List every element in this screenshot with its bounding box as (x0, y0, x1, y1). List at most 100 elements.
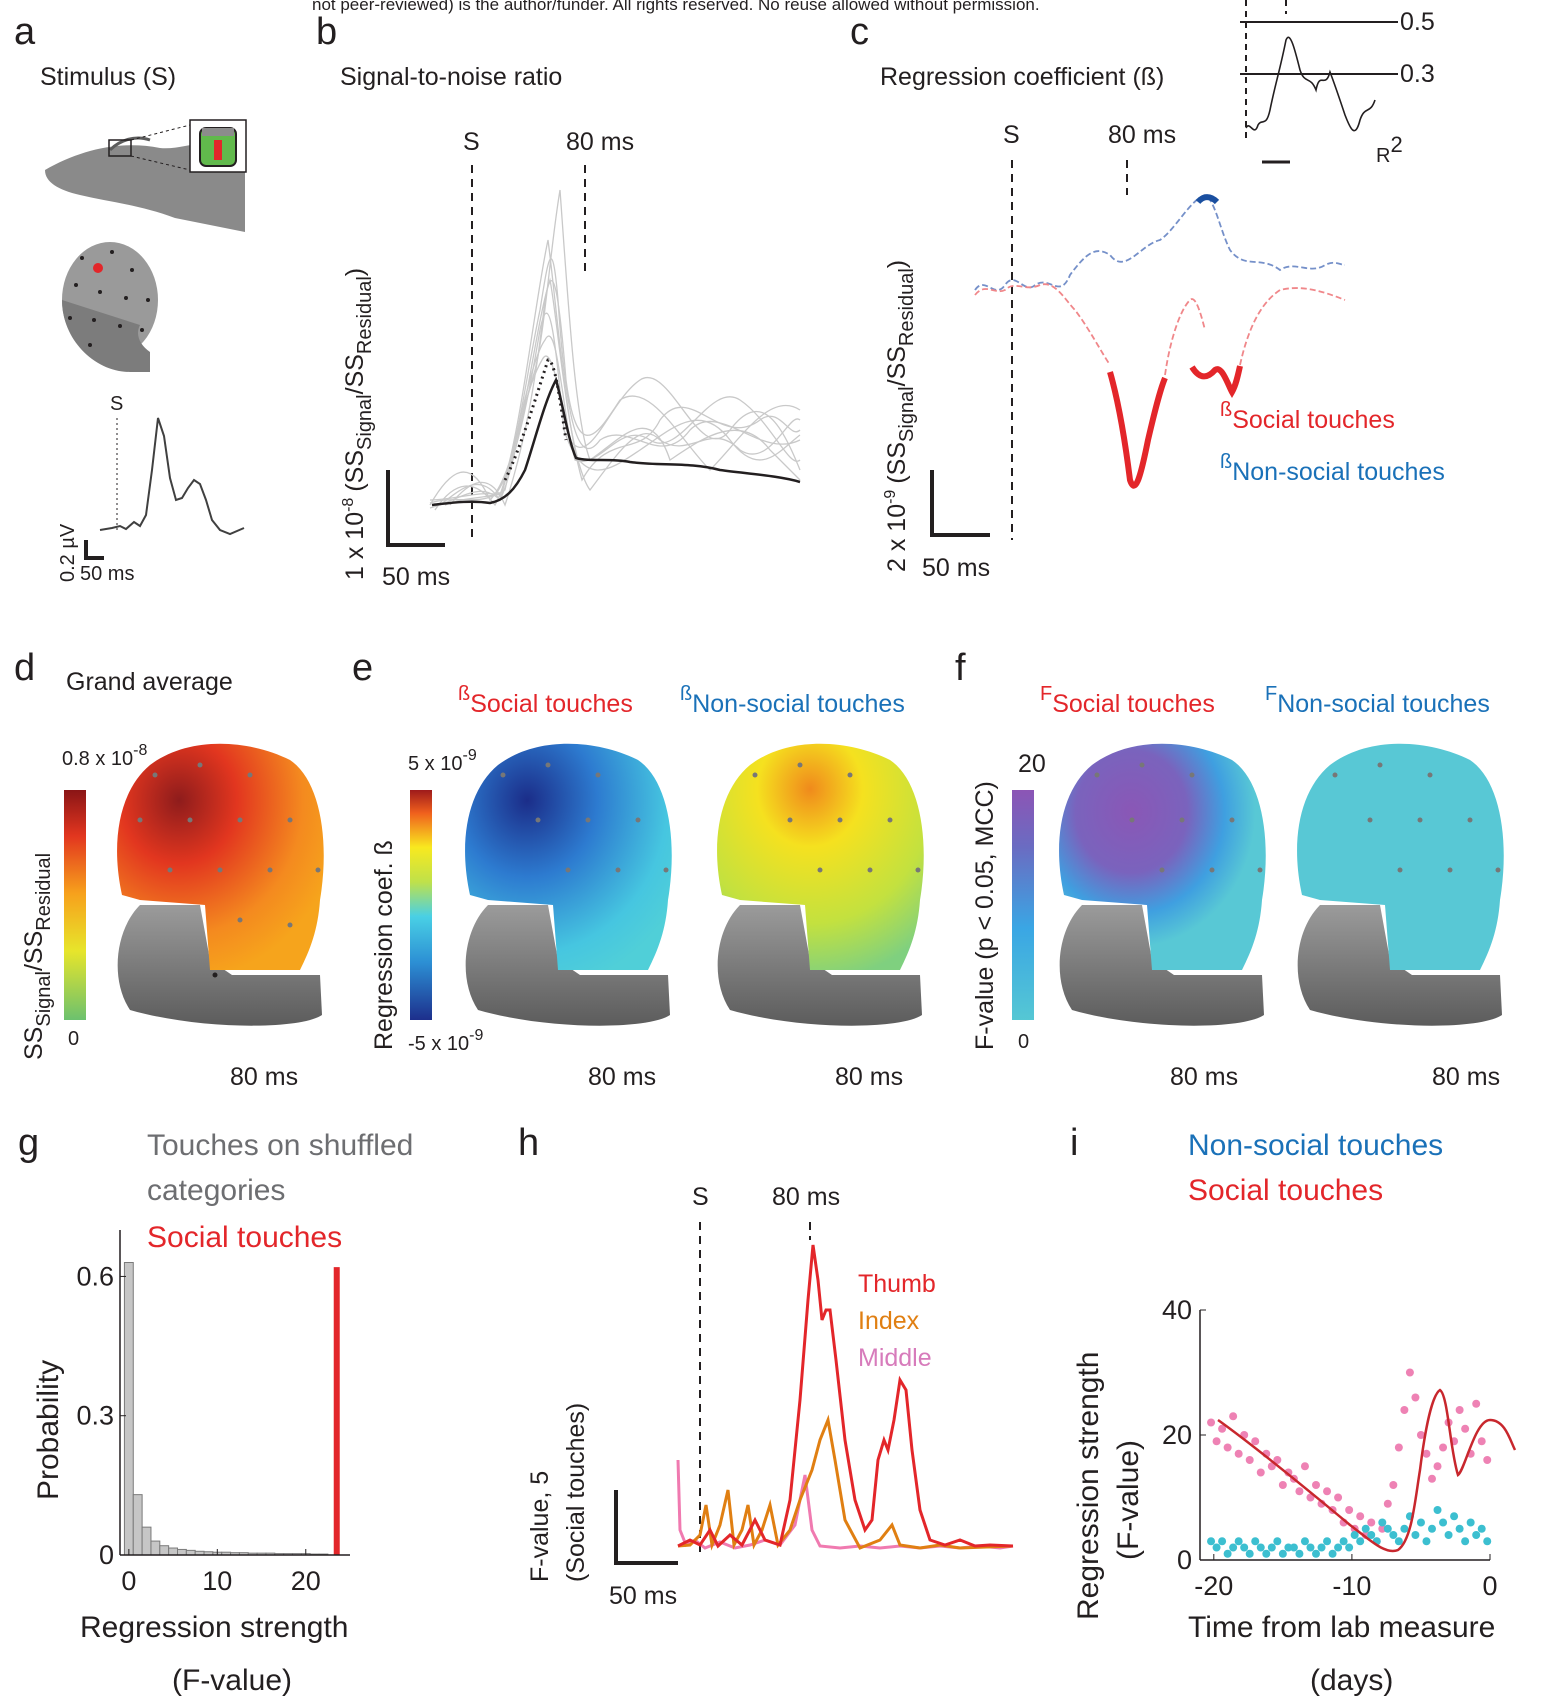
panel-d-cbar-min: 0 (68, 1028, 79, 1050)
nonsocial-point (1267, 1543, 1276, 1552)
nonsocial-point (1212, 1543, 1221, 1552)
social-point (1405, 1368, 1414, 1377)
social-point (1218, 1424, 1227, 1433)
panel-a-title: Stimulus (S) (40, 63, 176, 91)
panel-h: h S 80 ms 50 ms F-value, 5 (Social touch… (518, 1122, 1014, 1610)
panel-c-social-trace (974, 283, 1346, 376)
panel-a-scale-y: 0.2 µV (57, 523, 79, 582)
social-point (1378, 1524, 1387, 1533)
panel-f: f FSocial touches FNon-social touches 20… (955, 647, 1504, 1091)
social-point (1229, 1412, 1238, 1421)
panel-h-legend-middle: Middle (858, 1344, 932, 1372)
social-point (1422, 1449, 1431, 1458)
panel-letter-a: a (14, 11, 36, 53)
nonsocial-point (1444, 1531, 1453, 1539)
social-point (1455, 1406, 1464, 1414)
nonsocial-point (1356, 1537, 1365, 1546)
panel-b-single-traces (429, 189, 801, 511)
panel-b: b Signal-to-noise ratio S 80 ms 50 ms 1 … (316, 11, 801, 591)
nonsocial-point (1411, 1531, 1420, 1539)
panel-e-social: ßSocial touches (458, 683, 633, 718)
y-tick-label: 40 (1162, 1295, 1192, 1325)
panel-h-legend-index: Index (858, 1307, 920, 1335)
panel-e-head-nonsocial (717, 743, 924, 1026)
social-point (1234, 1449, 1243, 1458)
nonsocial-point (1323, 1537, 1332, 1546)
panel-g-xlabel-2: (F-value) (172, 1664, 292, 1697)
panel-i-xlabel-2: (days) (1310, 1664, 1393, 1697)
histogram-bar (132, 1494, 143, 1556)
nonsocial-point (1439, 1518, 1448, 1527)
y-tick-label: 0.6 (76, 1261, 114, 1291)
social-point (1483, 1456, 1492, 1464)
panel-c-inset-value-1: 0.5 (1400, 8, 1435, 36)
panel-c-inset-label: R2 (1376, 132, 1403, 167)
y-tick-label: 0 (1177, 1545, 1192, 1575)
nonsocial-point (1361, 1524, 1370, 1533)
x-tick-label: 0 (1482, 1571, 1497, 1601)
panel-g-ylabel: Probability (32, 1360, 65, 1500)
panel-e: e ßSocial touches ßNon-social touches 5 … (352, 647, 924, 1091)
panel-b-title: Signal-to-noise ratio (340, 63, 562, 91)
hand-illustration (45, 119, 247, 232)
social-point (1345, 1506, 1354, 1514)
nonsocial-point (1317, 1543, 1326, 1552)
nonsocial-point (1251, 1537, 1260, 1546)
histogram-bar (177, 1548, 187, 1556)
panel-h-ylabel-2: (Social touches) (562, 1403, 590, 1582)
nonsocial-point (1394, 1537, 1403, 1546)
panel-i-social-fit-line (1217, 1388, 1517, 1553)
x-tick-label: 10 (202, 1566, 232, 1596)
panel-i-chart: -20 -10 0 0 20 40 (1162, 1295, 1498, 1601)
social-point (1367, 1518, 1376, 1527)
nonsocial-point (1455, 1524, 1464, 1533)
panel-a-scale-x: 50 ms (80, 563, 134, 585)
nonsocial-point (1477, 1524, 1486, 1533)
nonsocial-point (1416, 1518, 1425, 1527)
panel-b-dotted-trace (503, 358, 568, 481)
social-point (1300, 1462, 1309, 1471)
panel-i-ylabel-1: Regression strength (1072, 1352, 1105, 1620)
social-point (1212, 1437, 1221, 1446)
histogram-bar (150, 1540, 161, 1556)
panel-e-cbar-max: 5 x 10-9 (408, 747, 477, 775)
nonsocial-point (1345, 1543, 1354, 1552)
social-point (1394, 1443, 1403, 1452)
nonsocial-point (1306, 1543, 1315, 1552)
social-point (1389, 1481, 1398, 1489)
x-tick-label: -10 (1332, 1571, 1371, 1601)
nonsocial-point (1240, 1543, 1249, 1552)
social-point (1207, 1418, 1216, 1427)
social-point (1461, 1424, 1470, 1433)
panel-d-head (117, 743, 324, 1026)
panel-h-ylabel-1: F-value, 5 (526, 1471, 554, 1582)
social-point (1256, 1468, 1265, 1477)
nonsocial-point (1334, 1543, 1343, 1552)
panel-c-ms-marker: 80 ms (1108, 121, 1176, 149)
panel-i-ylabel-2: (F-value) (1112, 1440, 1145, 1560)
panel-i-legend-social: Social touches (1188, 1174, 1383, 1207)
nonsocial-point (1223, 1549, 1232, 1558)
panel-g-xlabel-1: Regression strength (80, 1611, 348, 1644)
panel-d: d Grand average 0.8 x 10-8 0 SSSignal/SS… (14, 647, 324, 1091)
panel-letter-f: f (955, 647, 966, 689)
panel-g: g Touches on shuffled categories Social … (18, 1122, 413, 1697)
social-point (1245, 1456, 1254, 1464)
panel-e-cbar-label: Regression coef. ß (370, 840, 398, 1050)
panel-d-time: 80 ms (230, 1063, 298, 1091)
panel-letter-e: e (352, 647, 373, 689)
panel-a: a Stimulus (S) S 50 ms (14, 11, 247, 585)
panel-f-time-left: 80 ms (1170, 1063, 1238, 1091)
panel-c-nonsocial-sig (1195, 194, 1220, 205)
panel-f-social: FSocial touches (1040, 683, 1215, 718)
nonsocial-point (1483, 1537, 1492, 1546)
panel-d-cbar-max: 0.8 x 10-8 (62, 742, 148, 770)
nonsocial-point (1312, 1549, 1320, 1558)
nonsocial-point (1422, 1537, 1431, 1546)
nonsocial-point (1262, 1549, 1271, 1558)
panel-c-social-sig-1 (1107, 371, 1168, 489)
social-point (1383, 1499, 1392, 1508)
nonsocial-point (1295, 1549, 1304, 1558)
panel-c-legend-social: ßSocial touches (1220, 399, 1395, 434)
nonsocial-point (1328, 1549, 1337, 1558)
